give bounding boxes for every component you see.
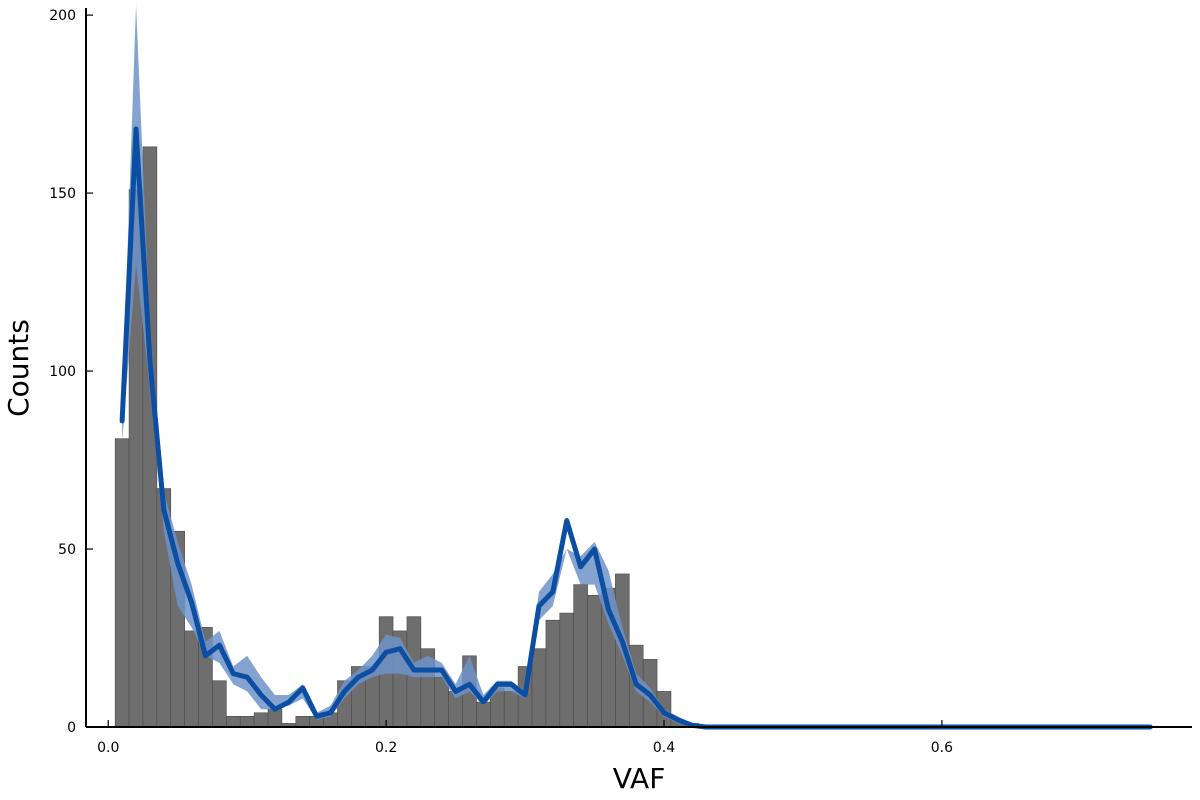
histogram-bar bbox=[184, 630, 199, 728]
histogram-bar bbox=[267, 708, 283, 728]
histogram-bar bbox=[559, 612, 574, 728]
histogram-bar bbox=[239, 716, 255, 728]
fitted-line bbox=[119, 126, 1153, 730]
confidence-band bbox=[122, 4, 1151, 727]
histogram-bar bbox=[545, 619, 561, 728]
y-axis-title: Counts bbox=[2, 319, 35, 417]
histogram-bar bbox=[295, 716, 311, 728]
histogram-bar bbox=[212, 680, 227, 728]
x-axis-title: VAF bbox=[613, 762, 666, 795]
uncertainty-band bbox=[122, 4, 1151, 727]
axes bbox=[85, 8, 1192, 728]
x-tick-label: 0.4 bbox=[653, 740, 675, 756]
histogram-bar bbox=[114, 438, 130, 728]
y-tick-label: 0 bbox=[67, 720, 76, 736]
histogram-bar bbox=[253, 712, 269, 728]
histogram-bar bbox=[573, 584, 588, 728]
histogram-bar bbox=[503, 691, 519, 728]
y-tick-label: 50 bbox=[58, 542, 76, 558]
histogram-bar bbox=[531, 648, 547, 728]
x-tick-label: 0.0 bbox=[97, 740, 119, 756]
histogram-bar bbox=[434, 676, 449, 728]
histogram-bar bbox=[476, 701, 491, 728]
x-tick-label: 0.2 bbox=[375, 740, 397, 756]
histogram-bar bbox=[587, 595, 602, 728]
y-tick-label: 200 bbox=[49, 8, 76, 24]
y-tick-label: 150 bbox=[49, 186, 76, 202]
fitted-lines bbox=[119, 126, 1153, 730]
histogram-bar bbox=[226, 716, 241, 728]
y-tick-label: 100 bbox=[49, 364, 76, 380]
x-tick-label: 0.6 bbox=[931, 740, 953, 756]
tick-marks: 0.0 0.2 0.4 0.6 0 50 100 150 200 bbox=[49, 8, 953, 756]
